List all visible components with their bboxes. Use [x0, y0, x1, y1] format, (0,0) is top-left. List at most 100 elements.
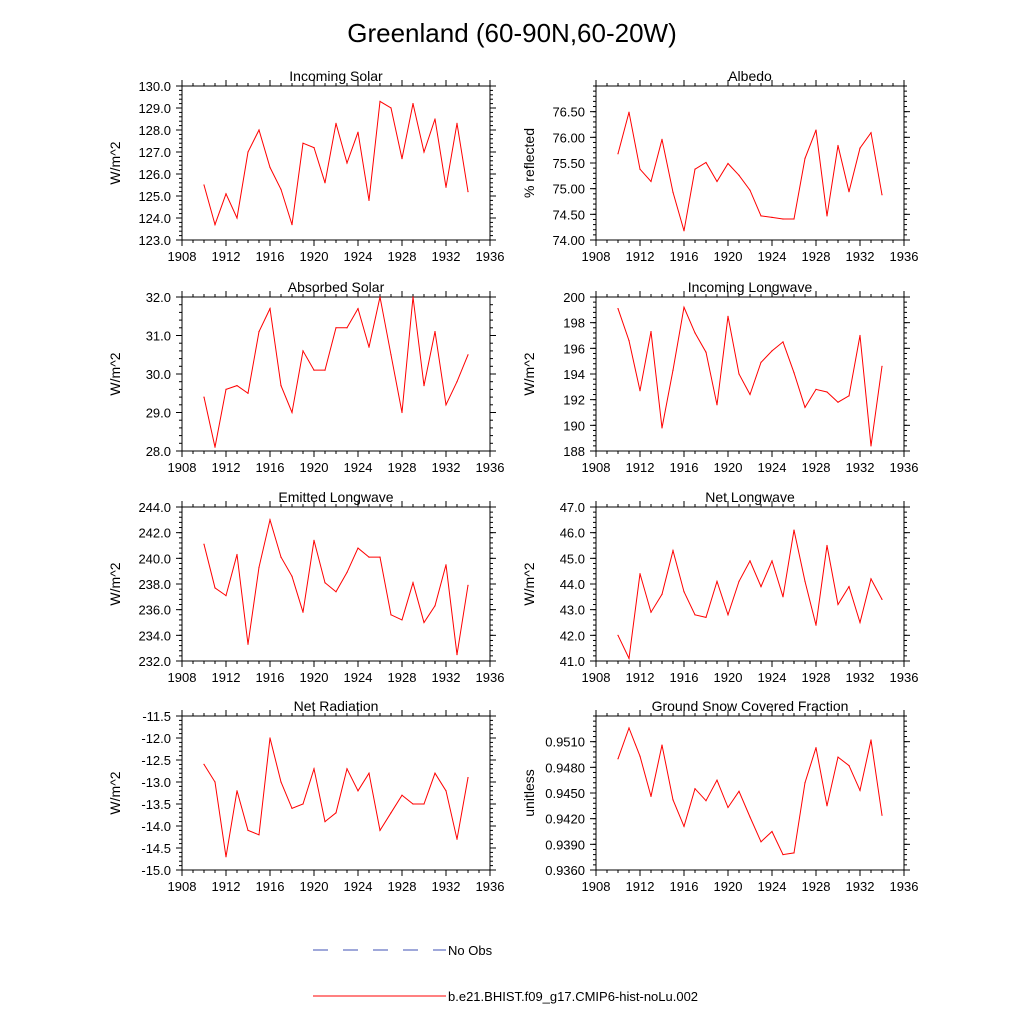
x-tick-label: 1908	[168, 879, 197, 894]
data-point	[628, 340, 630, 342]
data-point	[467, 584, 469, 586]
x-tick-label: 1920	[714, 460, 743, 475]
data-point	[269, 519, 271, 521]
data-point	[335, 812, 337, 814]
data-point	[390, 614, 392, 616]
x-tick-label: 1908	[582, 670, 611, 685]
y-tick-label: 130.0	[138, 79, 171, 94]
data-point	[225, 388, 227, 390]
x-tick-label: 1932	[846, 879, 875, 894]
data-point	[716, 404, 718, 406]
data-point	[445, 404, 447, 406]
data-point	[401, 158, 403, 160]
y-tick-label: 44.0	[560, 577, 585, 592]
y-tick-label: -11.5	[142, 709, 171, 724]
data-point	[661, 744, 663, 746]
data-point	[280, 188, 282, 190]
data-point	[203, 184, 205, 186]
data-point	[214, 446, 216, 448]
data-point	[694, 168, 696, 170]
x-tick-label: 1936	[890, 670, 919, 685]
data-point	[280, 781, 282, 783]
data-point	[291, 411, 293, 414]
data-point	[870, 132, 872, 134]
y-tick-label: 128.0	[138, 123, 171, 138]
x-tick-label: 1916	[256, 879, 285, 894]
data-point	[749, 393, 751, 396]
x-tick-label: 1928	[388, 670, 417, 685]
y-tick-label: 244.0	[138, 500, 171, 515]
data-point	[313, 768, 315, 770]
data-point	[881, 365, 883, 367]
data-point	[683, 306, 685, 308]
y-tick-label: 75.50	[552, 156, 585, 171]
data-point	[617, 308, 619, 310]
y-tick-label: 32.0	[146, 290, 171, 305]
data-point	[881, 194, 883, 196]
data-point	[291, 575, 293, 577]
data-point	[346, 162, 348, 164]
data-point	[870, 578, 872, 580]
x-tick-label: 1912	[212, 879, 241, 894]
y-tick-label: -13.5	[141, 797, 171, 812]
x-tick-label: 1928	[802, 460, 831, 475]
data-point	[738, 790, 740, 792]
data-point	[826, 805, 828, 807]
data-point	[258, 834, 260, 836]
panel-title: Incoming Longwave	[688, 279, 813, 295]
data-point	[804, 406, 806, 408]
x-tick-label: 1920	[300, 460, 329, 475]
x-tick-label: 1932	[432, 249, 461, 264]
data-point	[379, 829, 381, 832]
data-point	[467, 191, 469, 193]
x-tick-label: 1924	[344, 670, 373, 685]
x-tick-label: 1928	[802, 879, 831, 894]
x-tick-label: 1912	[626, 460, 655, 475]
x-tick-label: 1920	[714, 879, 743, 894]
data-point	[804, 157, 806, 159]
data-point	[401, 619, 403, 621]
data-point	[672, 550, 674, 552]
data-point	[401, 794, 403, 796]
y-tick-label: 232.0	[138, 654, 171, 669]
data-point	[760, 361, 762, 363]
data-point	[302, 142, 304, 144]
data-point	[379, 100, 381, 102]
data-point	[771, 350, 773, 352]
data-point	[639, 573, 641, 575]
data-point	[738, 373, 740, 375]
x-tick-label: 1920	[714, 670, 743, 685]
x-tick-label: 1936	[890, 249, 919, 264]
data-point	[617, 634, 619, 636]
data-point	[236, 217, 238, 219]
data-point	[269, 308, 271, 310]
data-point	[826, 391, 828, 393]
data-point	[368, 556, 370, 558]
data-point	[782, 596, 784, 598]
y-tick-label: 75.00	[552, 182, 585, 197]
data-point	[793, 529, 795, 531]
data-point	[258, 129, 260, 131]
data-point	[870, 739, 872, 741]
data-point	[357, 308, 359, 310]
y-tick-label: 0.9480	[545, 760, 585, 775]
data-point	[368, 346, 370, 348]
data-point	[324, 182, 326, 184]
data-point	[434, 772, 436, 774]
data-point	[771, 830, 773, 833]
data-point	[390, 812, 392, 814]
panel-title: Emitted Longwave	[278, 489, 393, 505]
legend-obs-label: No Obs	[448, 943, 493, 958]
data-point	[225, 193, 227, 195]
data-point	[749, 560, 751, 562]
x-tick-label: 1912	[212, 670, 241, 685]
y-axis-label: W/m^2	[107, 141, 123, 184]
y-axis-label: W/m^2	[521, 562, 537, 605]
data-point	[815, 747, 817, 749]
data-point	[837, 756, 839, 758]
data-point	[247, 392, 249, 394]
x-tick-label: 1912	[626, 249, 655, 264]
data-point	[412, 103, 414, 105]
data-point	[804, 580, 806, 583]
data-point	[302, 611, 304, 613]
